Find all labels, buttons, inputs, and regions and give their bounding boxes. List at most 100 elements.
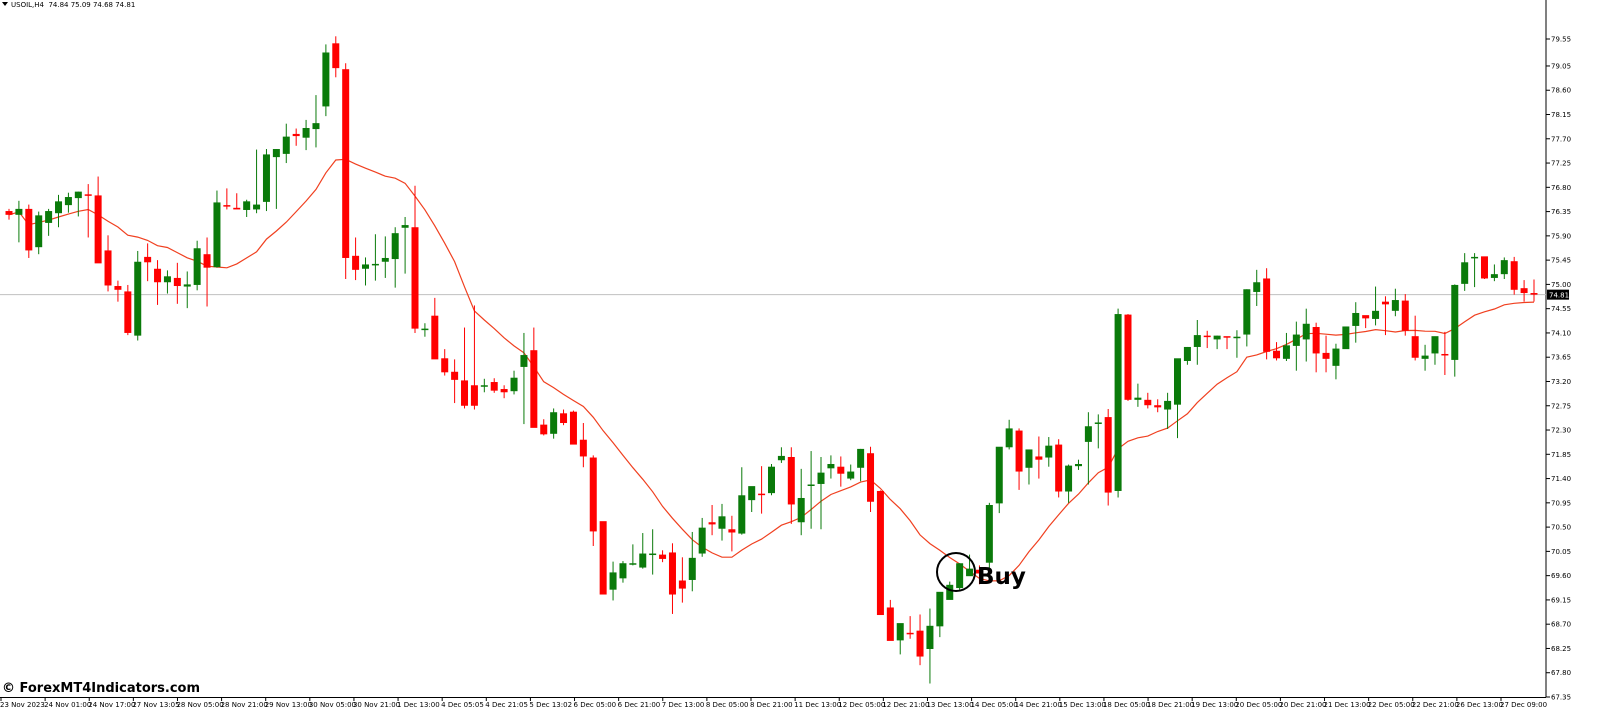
y-tick-label: 67.80 — [1551, 669, 1571, 677]
candle-body — [807, 484, 815, 486]
candle — [441, 349, 449, 376]
candle-body — [1154, 405, 1162, 408]
candle-body — [1213, 335, 1221, 340]
candle — [867, 446, 875, 513]
candle-body — [282, 136, 290, 154]
candle-body — [470, 385, 478, 406]
candle-body — [490, 382, 498, 391]
candle — [1233, 330, 1241, 358]
x-tick-label: 23 Nov 2023 — [0, 701, 45, 709]
candle-body — [302, 127, 310, 138]
candle-body — [1302, 323, 1310, 340]
candle-body — [649, 553, 657, 556]
candle-body — [352, 255, 360, 270]
x-tick-label: 19 Dec 13:00 — [1191, 701, 1238, 709]
candle-body — [154, 268, 162, 283]
candle — [1055, 439, 1063, 498]
candle-body — [361, 264, 369, 269]
candle-body — [589, 457, 597, 532]
candle-body — [1005, 428, 1013, 448]
candle — [1263, 268, 1271, 360]
y-tick-label: 69.15 — [1551, 596, 1571, 604]
candle — [480, 378, 488, 393]
x-tick-label: 26 Dec 13:00 — [1456, 701, 1503, 709]
y-tick-label: 69.60 — [1551, 572, 1571, 580]
candle — [371, 234, 379, 281]
candle-body — [1520, 288, 1528, 294]
candle — [708, 504, 716, 536]
y-tick-label: 76.35 — [1551, 208, 1571, 216]
candles — [5, 36, 1538, 684]
candle-body — [1352, 312, 1360, 326]
x-tick-label: 11 Dec 13:00 — [794, 701, 841, 709]
candle-body — [1065, 465, 1073, 492]
candle-body — [1015, 430, 1023, 472]
candle-body — [520, 355, 528, 367]
candle — [520, 332, 528, 425]
x-tick-label: 4 Dec 05:05 — [441, 701, 484, 709]
candle — [1372, 286, 1380, 326]
x-tick-label: 12 Dec 21:00 — [882, 701, 929, 709]
candle-body — [1510, 261, 1518, 290]
candle — [1193, 319, 1201, 365]
candle — [906, 616, 914, 639]
candle-body — [114, 286, 122, 290]
candle-body — [1421, 355, 1429, 359]
candle — [1154, 399, 1162, 413]
y-tick-label: 77.70 — [1551, 135, 1571, 143]
candle — [1015, 428, 1023, 490]
candle-body — [55, 201, 63, 214]
candle — [817, 456, 825, 530]
candle — [777, 447, 785, 463]
candle — [35, 211, 43, 255]
candle — [748, 486, 756, 513]
y-tick-label: 75.00 — [1551, 281, 1571, 289]
candle-body — [1490, 274, 1498, 278]
chart-frame — [0, 0, 1547, 698]
candle — [1035, 436, 1043, 479]
moving-average-path — [8, 158, 1535, 582]
y-tick-label: 72.75 — [1551, 402, 1571, 410]
x-tick-label: 20 Dec 21:00 — [1279, 701, 1326, 709]
candle-body — [659, 554, 667, 559]
candle — [985, 502, 993, 571]
candle — [124, 284, 132, 336]
candle-body — [1332, 348, 1340, 366]
candle — [134, 250, 142, 341]
candle — [659, 550, 667, 563]
candle-body — [322, 52, 330, 107]
y-tick-label: 71.40 — [1551, 475, 1571, 483]
candle — [1302, 308, 1310, 362]
candle — [1124, 314, 1132, 401]
y-tick-label: 79.05 — [1551, 62, 1571, 70]
candle — [1421, 344, 1429, 371]
candle — [975, 565, 983, 585]
candle — [15, 200, 23, 243]
candle-body — [560, 413, 568, 424]
candle — [490, 378, 498, 393]
y-tick-label: 78.60 — [1551, 87, 1571, 95]
candle-body — [371, 263, 379, 266]
candle — [728, 515, 736, 552]
candle — [1441, 331, 1449, 376]
candle — [1243, 289, 1251, 347]
candle-body — [213, 202, 221, 268]
candle — [649, 529, 657, 575]
candle-body — [1451, 284, 1459, 360]
candle — [84, 184, 92, 238]
candle-body — [45, 211, 53, 223]
candle — [1094, 414, 1102, 449]
candle-body — [857, 448, 865, 468]
candle-body — [1441, 353, 1449, 356]
candle-body — [936, 591, 944, 627]
candle — [1322, 335, 1330, 373]
candle — [768, 464, 775, 496]
candle — [926, 608, 934, 684]
candle — [431, 297, 439, 360]
dropdown-triangle-icon[interactable] — [2, 2, 8, 6]
x-tick-label: 8 Dec 05:00 — [706, 701, 749, 709]
candle-body — [688, 557, 696, 580]
y-tick-label: 67.35 — [1551, 694, 1571, 702]
candle — [332, 36, 340, 78]
